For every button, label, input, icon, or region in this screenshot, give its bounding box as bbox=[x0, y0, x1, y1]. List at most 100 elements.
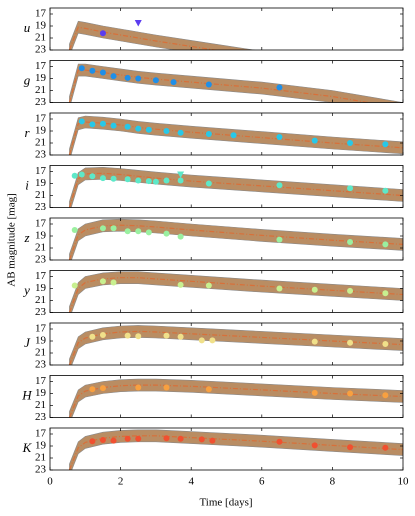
data-point bbox=[78, 65, 85, 72]
model-band bbox=[69, 429, 403, 470]
model-band bbox=[69, 378, 403, 418]
data-point bbox=[205, 386, 212, 393]
data-point bbox=[163, 332, 170, 339]
data-point bbox=[163, 177, 170, 184]
data-point bbox=[110, 437, 117, 444]
data-point bbox=[124, 74, 131, 81]
data-point bbox=[99, 437, 106, 443]
model-line bbox=[68, 330, 403, 365]
data-point bbox=[99, 385, 106, 392]
data-point bbox=[209, 437, 216, 444]
data-point bbox=[124, 123, 131, 130]
data-point bbox=[276, 236, 283, 243]
data-point bbox=[135, 333, 142, 340]
panel-frame bbox=[49, 322, 404, 366]
data-point bbox=[89, 173, 96, 180]
data-point bbox=[347, 444, 354, 451]
data-point bbox=[163, 230, 170, 237]
x-tick-label: 8 bbox=[330, 476, 336, 488]
y-tick-label: 19 bbox=[35, 387, 47, 399]
data-point bbox=[124, 332, 131, 339]
y-tick-label: 19 bbox=[35, 125, 47, 137]
data-point bbox=[276, 438, 283, 445]
data-point bbox=[124, 228, 131, 235]
data-point bbox=[382, 187, 389, 194]
plot-area bbox=[68, 429, 403, 470]
panel-frame bbox=[49, 217, 404, 261]
data-point bbox=[347, 339, 354, 346]
data-point bbox=[152, 178, 159, 185]
data-point bbox=[311, 389, 318, 396]
y-tick-label: 19 bbox=[35, 20, 47, 32]
data-point bbox=[99, 30, 106, 37]
y-tick-label: 23 bbox=[35, 306, 47, 318]
panel-frame bbox=[49, 375, 404, 418]
data-point bbox=[89, 333, 96, 340]
data-point bbox=[78, 171, 85, 178]
y-tick-label: 23 bbox=[35, 149, 47, 161]
data-point bbox=[382, 290, 389, 297]
data-point bbox=[99, 225, 106, 232]
data-point bbox=[99, 278, 106, 285]
data-point bbox=[163, 435, 170, 442]
data-point bbox=[99, 69, 106, 76]
data-point bbox=[177, 281, 184, 288]
data-point bbox=[89, 386, 96, 393]
panel-frame bbox=[49, 112, 404, 156]
data-point bbox=[110, 225, 117, 232]
data-point bbox=[177, 333, 184, 340]
model-band bbox=[69, 20, 256, 50]
y-tick-label: 19 bbox=[35, 177, 47, 189]
data-point bbox=[163, 128, 170, 134]
data-point bbox=[382, 392, 389, 399]
data-point bbox=[71, 282, 78, 289]
y-tick-label: 19 bbox=[35, 282, 47, 294]
model-band bbox=[69, 325, 403, 365]
model-band bbox=[69, 63, 403, 103]
data-point bbox=[205, 282, 212, 289]
model-line bbox=[68, 224, 403, 260]
plot-area bbox=[68, 20, 256, 50]
model-line bbox=[68, 172, 403, 208]
y-tick-label: 21 bbox=[35, 399, 46, 411]
data-point bbox=[135, 228, 142, 235]
model-line bbox=[68, 435, 403, 470]
model-line bbox=[68, 277, 403, 313]
upper-limit bbox=[177, 171, 185, 178]
y-tick-label: 23 bbox=[35, 96, 47, 108]
panel-frame bbox=[49, 7, 404, 51]
data-point bbox=[89, 121, 96, 128]
panel-frame bbox=[49, 60, 404, 103]
y-tick-label: 21 bbox=[35, 137, 46, 149]
data-point bbox=[124, 435, 131, 442]
data-point bbox=[145, 178, 152, 185]
band-label: z bbox=[23, 230, 29, 245]
y-tick-label: 23 bbox=[35, 201, 47, 213]
panel-frame bbox=[49, 427, 404, 471]
data-point bbox=[135, 177, 142, 184]
plot-area bbox=[68, 218, 403, 260]
data-point bbox=[347, 185, 354, 192]
y-tick-label: 21 bbox=[35, 84, 46, 96]
y-tick-label: 17 bbox=[35, 113, 47, 125]
x-tick-label: 0 bbox=[47, 476, 53, 488]
data-point bbox=[198, 337, 205, 344]
data-point bbox=[230, 132, 237, 139]
data-point bbox=[347, 390, 354, 397]
data-point bbox=[135, 384, 142, 391]
y-tick-label: 17 bbox=[35, 218, 47, 230]
band-label: H bbox=[21, 387, 32, 402]
data-point bbox=[99, 332, 106, 338]
y-tick-label: 19 bbox=[35, 440, 47, 452]
plot-area bbox=[68, 166, 403, 208]
panel-frame bbox=[49, 165, 404, 208]
band-label: J bbox=[24, 335, 31, 350]
data-point bbox=[177, 177, 184, 184]
data-point bbox=[71, 227, 78, 233]
x-tick-label: 10 bbox=[398, 476, 410, 488]
x-tick-label: 6 bbox=[259, 476, 265, 488]
band-label: y bbox=[22, 282, 30, 297]
data-point bbox=[89, 438, 96, 445]
plot-area bbox=[68, 115, 403, 155]
